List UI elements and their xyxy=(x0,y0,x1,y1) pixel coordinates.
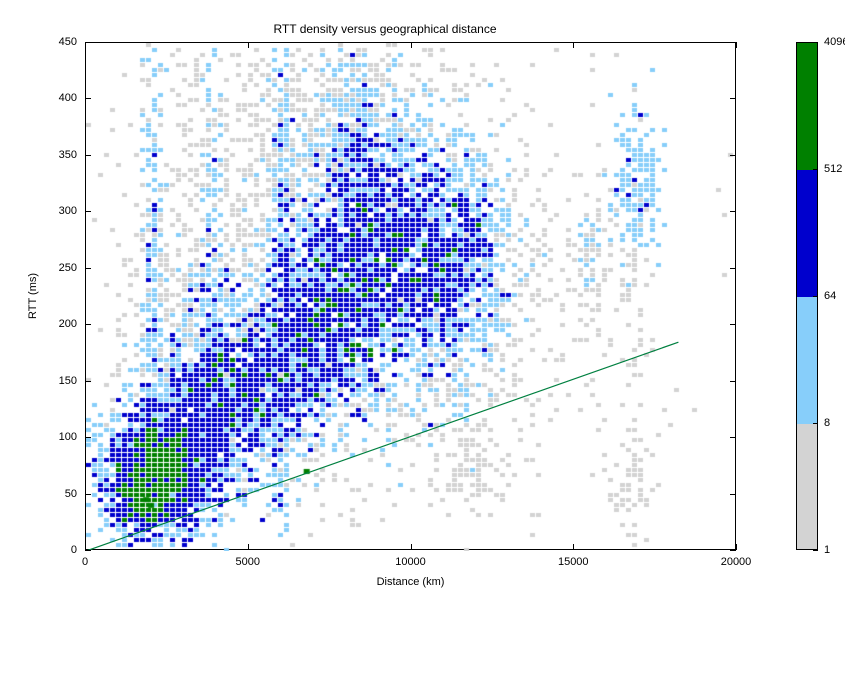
x-tick-mark xyxy=(411,42,412,48)
x-tick-label: 15000 xyxy=(558,556,589,568)
x-tick-mark xyxy=(573,544,574,550)
x-tick-label: 10000 xyxy=(395,556,426,568)
x-tick-mark xyxy=(248,42,249,48)
y-tick-mark xyxy=(730,324,736,325)
y-tick-label: 150 xyxy=(59,375,77,387)
y-tick-mark xyxy=(85,437,91,438)
y-tick-mark xyxy=(85,324,91,325)
density-heatmap xyxy=(86,43,737,551)
colorbar-tick-label: 1 xyxy=(824,544,830,556)
y-tick-mark xyxy=(730,550,736,551)
colorbar-segment xyxy=(797,170,817,297)
y-tick-mark xyxy=(730,381,736,382)
y-tick-mark xyxy=(730,268,736,269)
y-tick-mark xyxy=(85,381,91,382)
colorbar-tick-label: 512 xyxy=(824,163,842,175)
x-tick-label: 0 xyxy=(82,556,88,568)
x-tick-label: 20000 xyxy=(721,556,752,568)
y-tick-mark xyxy=(730,155,736,156)
y-tick-label: 50 xyxy=(65,488,77,500)
y-axis-label: RTT (ms) xyxy=(27,273,39,319)
colorbar-tick-mark xyxy=(813,423,818,424)
x-tick-mark xyxy=(573,42,574,48)
y-tick-mark xyxy=(85,42,91,43)
y-tick-label: 400 xyxy=(59,92,77,104)
y-tick-mark xyxy=(730,494,736,495)
y-tick-mark xyxy=(730,42,736,43)
y-tick-mark xyxy=(730,437,736,438)
x-tick-label: 5000 xyxy=(236,556,260,568)
y-tick-mark xyxy=(730,211,736,212)
y-tick-label: 100 xyxy=(59,431,77,443)
y-tick-mark xyxy=(730,98,736,99)
colorbar-tick-mark xyxy=(813,42,818,43)
x-tick-mark xyxy=(736,42,737,48)
y-tick-label: 250 xyxy=(59,262,77,274)
y-tick-mark xyxy=(85,98,91,99)
chart-title: RTT density versus geographical distance xyxy=(0,22,770,36)
y-tick-mark xyxy=(85,550,91,551)
y-tick-label: 300 xyxy=(59,205,77,217)
colorbar-tick-label: 8 xyxy=(824,417,830,429)
y-tick-mark xyxy=(85,268,91,269)
y-tick-label: 0 xyxy=(71,544,77,556)
colorbar-tick-label: 4096 xyxy=(824,36,845,48)
y-tick-mark xyxy=(85,494,91,495)
chart-container: { "canvas": { "width": 845, "height": 67… xyxy=(0,0,845,673)
plot-area xyxy=(85,42,736,550)
y-tick-mark xyxy=(85,211,91,212)
y-tick-label: 200 xyxy=(59,318,77,330)
colorbar-tick-mark xyxy=(813,296,818,297)
y-tick-label: 350 xyxy=(59,149,77,161)
colorbar-tick-label: 64 xyxy=(824,290,836,302)
y-tick-mark xyxy=(85,155,91,156)
y-tick-label: 450 xyxy=(59,36,77,48)
colorbar-tick-mark xyxy=(813,550,818,551)
x-tick-mark xyxy=(736,544,737,550)
x-tick-mark xyxy=(411,544,412,550)
x-axis-label: Distance (km) xyxy=(377,576,445,588)
colorbar-segment xyxy=(797,43,817,170)
colorbar-segment xyxy=(797,297,817,424)
colorbar-segment xyxy=(797,424,817,550)
x-tick-mark xyxy=(248,544,249,550)
colorbar-tick-mark xyxy=(813,169,818,170)
